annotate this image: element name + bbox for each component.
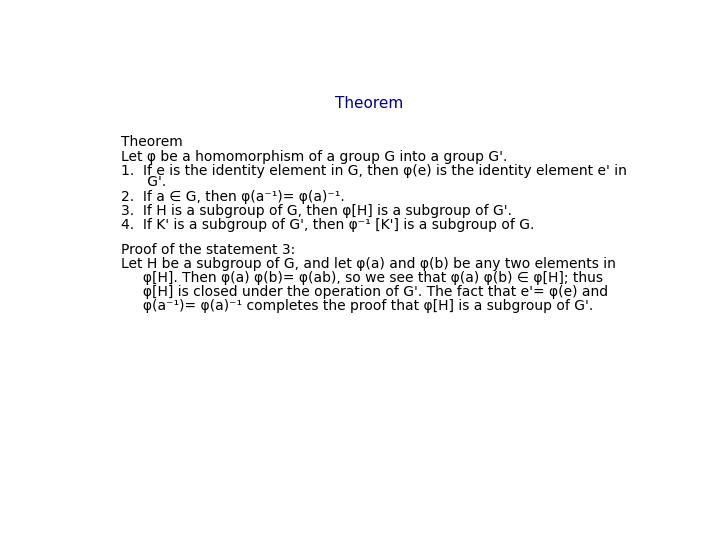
Text: φ[H] is closed under the operation of G'. The fact that e'= φ(e) and: φ[H] is closed under the operation of G'… (121, 285, 608, 299)
Text: G'.: G'. (121, 176, 166, 190)
Text: φ(a⁻¹)= φ(a)⁻¹ completes the proof that φ[H] is a subgroup of G'.: φ(a⁻¹)= φ(a)⁻¹ completes the proof that … (121, 299, 593, 313)
Text: 1.  If e is the identity element in G, then φ(e) is the identity element e' in: 1. If e is the identity element in G, th… (121, 164, 626, 178)
Text: 2.  If a ∈ G, then φ(a⁻¹)= φ(a)⁻¹.: 2. If a ∈ G, then φ(a⁻¹)= φ(a)⁻¹. (121, 190, 344, 204)
Text: 3.  If H is a subgroup of G, then φ[H] is a subgroup of G'.: 3. If H is a subgroup of G, then φ[H] is… (121, 204, 512, 218)
Text: Theorem: Theorem (121, 136, 182, 150)
Text: Let H be a subgroup of G, and let φ(a) and φ(b) be any two elements in: Let H be a subgroup of G, and let φ(a) a… (121, 257, 616, 271)
Text: Proof of the statement 3:: Proof of the statement 3: (121, 243, 295, 256)
Text: Theorem: Theorem (335, 96, 403, 111)
Text: φ[H]. Then φ(a) φ(b)= φ(ab), so we see that φ(a) φ(b) ∈ φ[H]; thus: φ[H]. Then φ(a) φ(b)= φ(ab), so we see t… (121, 271, 603, 285)
Text: 4.  If K' is a subgroup of G', then φ⁻¹ [K'] is a subgroup of G.: 4. If K' is a subgroup of G', then φ⁻¹ [… (121, 218, 534, 232)
Text: Let φ be a homomorphism of a group G into a group G'.: Let φ be a homomorphism of a group G int… (121, 150, 507, 164)
